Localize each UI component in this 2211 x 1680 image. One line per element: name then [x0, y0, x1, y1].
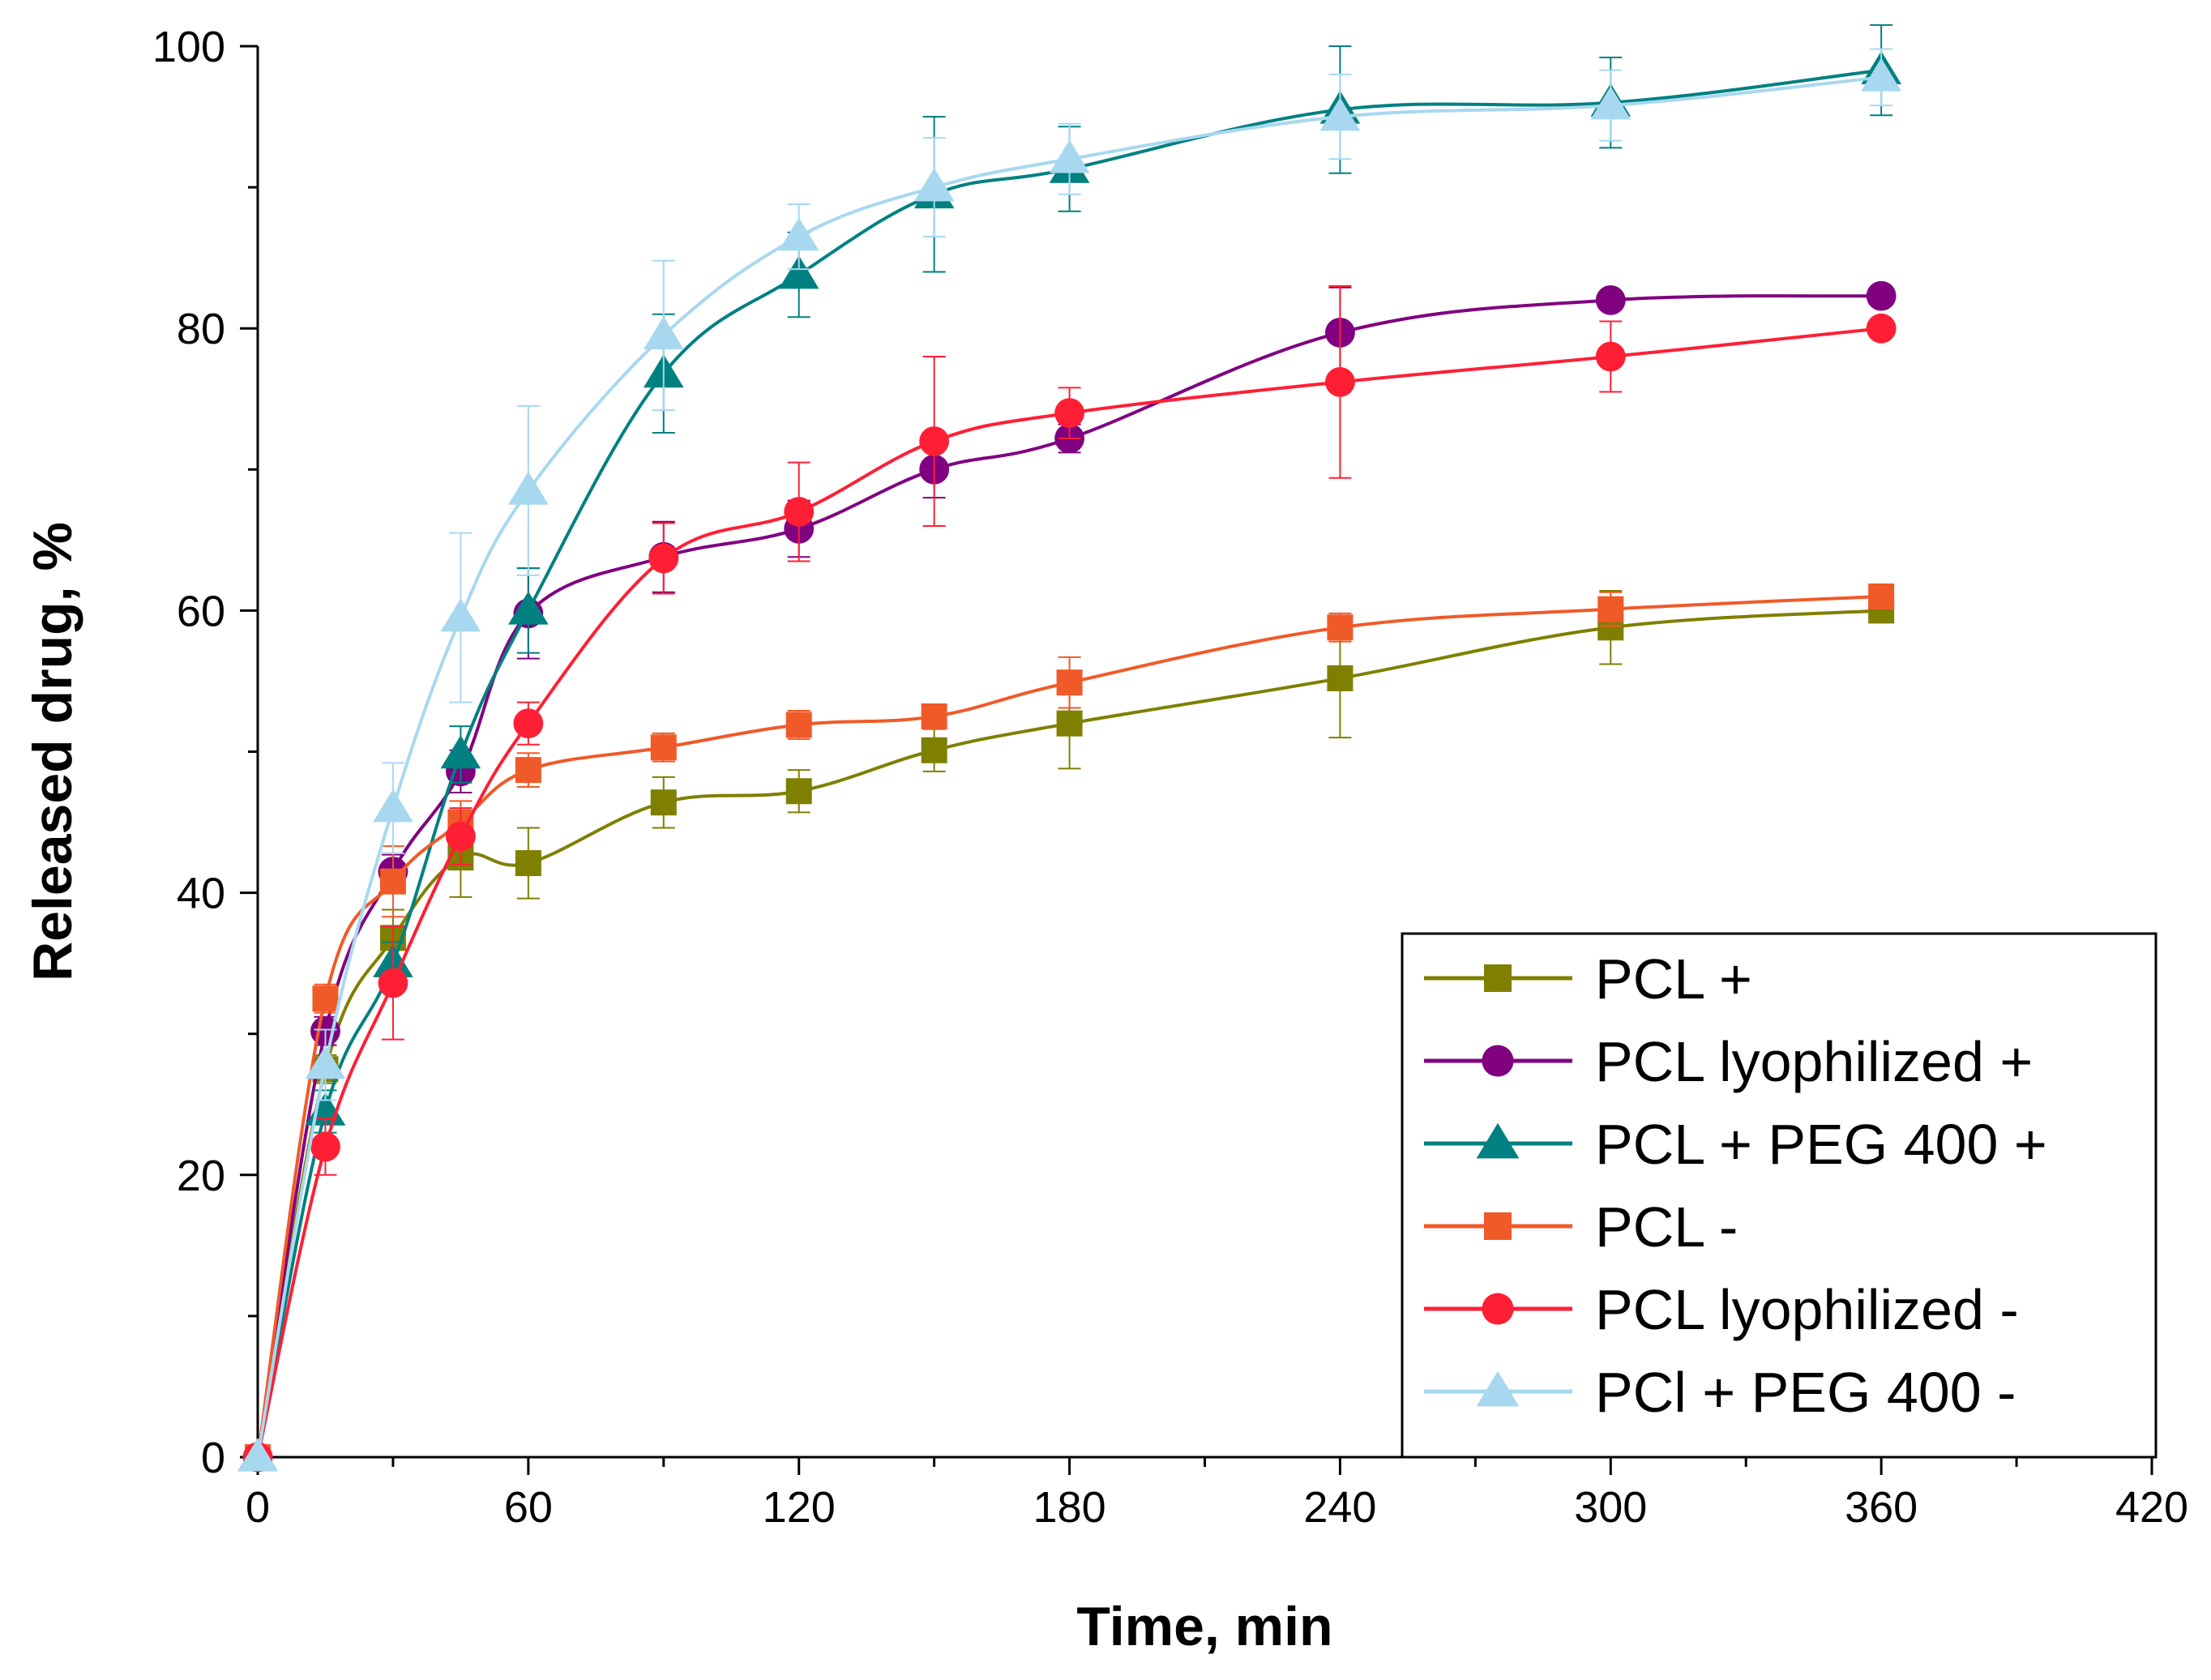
data-point [921, 737, 947, 763]
legend-marker [1476, 1370, 1520, 1407]
series-1 [245, 590, 1895, 1470]
legend-label: PCL - [1595, 1195, 1738, 1259]
data-point [1590, 86, 1632, 120]
data-point [373, 789, 413, 823]
y-tick-label: 80 [177, 305, 225, 353]
series-layer [237, 24, 1901, 1473]
data-point [1325, 366, 1355, 397]
legend-marker [1484, 964, 1512, 992]
legend-item: PCL + [1424, 947, 1752, 1011]
x-tick-label: 180 [1033, 1483, 1106, 1532]
series-line [256, 75, 1882, 1458]
series-4 [245, 583, 1895, 1470]
legend-marker [1476, 1122, 1520, 1159]
x-tick-label: 420 [2115, 1483, 2188, 1532]
data-point [1595, 341, 1626, 372]
data-point [784, 497, 815, 527]
series-line [256, 327, 1882, 1458]
data-point [508, 591, 549, 625]
data-point [513, 708, 544, 739]
legend-box [1401, 932, 2158, 1459]
data-point [440, 598, 481, 632]
legend-label: PCL + PEG 400 + [1595, 1113, 2047, 1176]
legend-item: PCL + PEG 400 + [1424, 1113, 2047, 1176]
data-point [440, 735, 481, 769]
data-point [1056, 669, 1083, 696]
x-tick-label: 60 [504, 1483, 553, 1532]
legend-label: PCL lyophilized + [1595, 1030, 2033, 1093]
data-point [650, 789, 677, 816]
data-point [785, 778, 812, 805]
data-point [515, 850, 541, 877]
legend-label: PCl + PEG 400 - [1595, 1361, 2016, 1424]
y-tick-label: 20 [177, 1152, 225, 1200]
data-point [237, 1438, 278, 1472]
data-point [919, 426, 950, 456]
y-axis-title: Released drug, % [22, 522, 83, 981]
series-line [256, 68, 1882, 1458]
legend-item: PCL lyophilized + [1424, 1030, 2033, 1093]
legend: PCL + PCL lyophilized + PCL + PEG 400 + PCL… [1401, 932, 2158, 1459]
legend-marker [1484, 1212, 1512, 1240]
series-6 [237, 48, 1901, 1472]
data-point [515, 757, 541, 784]
legend-item: PCl + PEG 400 - [1424, 1361, 2016, 1424]
series-line [256, 594, 1882, 1458]
data-point [445, 821, 476, 852]
legend-item: PCL lyophilized - [1424, 1278, 2019, 1341]
x-tick-label: 300 [1574, 1483, 1647, 1532]
data-point [921, 703, 947, 729]
data-point [378, 968, 408, 998]
data-point [1327, 614, 1354, 641]
data-point [1056, 710, 1083, 737]
data-point [643, 316, 684, 350]
data-point [650, 734, 677, 761]
x-tick-label: 240 [1303, 1483, 1376, 1532]
data-point [1049, 139, 1090, 173]
data-point [312, 985, 339, 1012]
x-tick-label: 360 [1845, 1483, 1918, 1532]
y-tick-label: 40 [177, 870, 225, 918]
x-axis-title: Time, min [1076, 1596, 1332, 1657]
data-point [778, 217, 819, 251]
axes-layer: 0 60 120 180 240 300 360 420 0 20 40 60 80 100 [152, 23, 2188, 1532]
data-point [1861, 58, 1901, 92]
data-point [778, 255, 819, 289]
legend-label: PCL + [1595, 947, 1752, 1011]
data-point [1868, 583, 1895, 609]
legend-marker [1482, 1293, 1514, 1325]
data-point [305, 1045, 346, 1079]
series-line [256, 609, 1882, 1458]
data-point [1866, 313, 1897, 344]
data-point [785, 712, 812, 738]
legend-item: PCL - [1424, 1195, 1738, 1259]
data-point [508, 471, 549, 505]
x-tick-label: 120 [763, 1483, 836, 1532]
y-tick-label: 60 [177, 587, 225, 635]
data-point [1597, 596, 1624, 622]
data-point [1866, 280, 1897, 311]
legend-label: PCL lyophilized - [1595, 1278, 2019, 1341]
data-point [1595, 284, 1626, 315]
y-tick-label: 100 [152, 23, 225, 71]
x-tick-label: 0 [246, 1483, 270, 1532]
legend-marker [1482, 1045, 1514, 1077]
data-point [1054, 398, 1084, 429]
y-tick-label: 0 [201, 1434, 225, 1482]
series-5 [242, 284, 1897, 1473]
data-point [648, 543, 679, 574]
data-point [1327, 665, 1354, 691]
data-point [1319, 97, 1361, 131]
data-point [379, 868, 406, 895]
data-point [310, 1131, 340, 1162]
data-point [913, 168, 955, 202]
